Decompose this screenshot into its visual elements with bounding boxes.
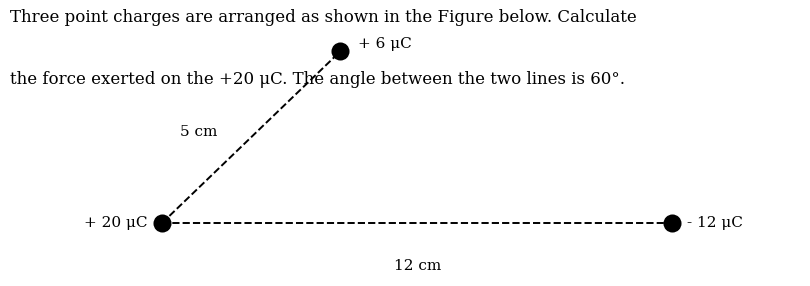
Text: Three point charges are arranged as shown in the Figure below. Calculate: Three point charges are arranged as show… — [10, 9, 637, 25]
Text: the force exerted on the +20 μC. The angle between the two lines is 60°.: the force exerted on the +20 μC. The ang… — [10, 72, 625, 88]
Text: 5 cm: 5 cm — [180, 125, 217, 138]
Text: 12 cm: 12 cm — [394, 259, 441, 273]
Text: + 20 μC: + 20 μC — [84, 216, 147, 230]
Text: - 12 μC: - 12 μC — [687, 216, 743, 230]
Text: + 6 μC: + 6 μC — [358, 37, 411, 51]
